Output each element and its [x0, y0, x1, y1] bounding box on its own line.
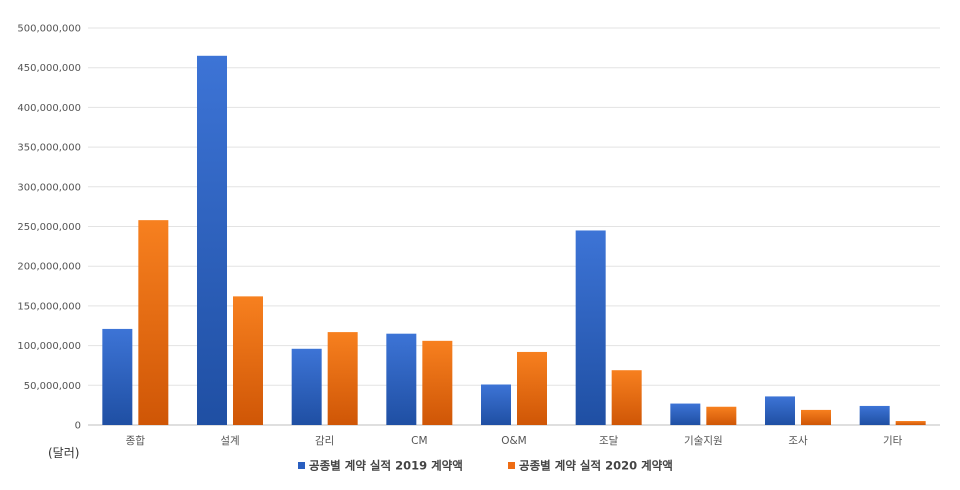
bar-2020-6	[706, 406, 737, 425]
y-axis-tick-labels: 0 50,000,000 100,000,000 150,000,000 200,000…	[17, 24, 81, 432]
legend-label-2020: 공종별 계약 실적 2020 계약액	[519, 459, 673, 473]
y-tick-label: 150,000,000	[17, 301, 81, 312]
x-category-label: 기타	[883, 435, 903, 447]
bar-2019-1	[197, 55, 227, 425]
x-category-label: 기술지원	[684, 435, 723, 447]
y-tick-label: 350,000,000	[17, 143, 81, 154]
x-category-label: 조사	[788, 435, 808, 447]
y-tick-label: 50,000,000	[24, 381, 81, 392]
bar-2020-0	[138, 220, 169, 425]
y-tick-label: 450,000,000	[17, 63, 81, 74]
y-axis-unit-label: (달러)	[48, 446, 79, 460]
bar-2020-4	[517, 351, 547, 425]
y-tick-label: 500,000,000	[17, 24, 81, 35]
x-category-label: CM	[411, 435, 427, 447]
bar-2020-1	[233, 296, 263, 425]
y-tick-label: 100,000,000	[17, 341, 81, 352]
x-category-label: 설계	[220, 435, 239, 447]
y-tick-label: 0	[75, 421, 81, 432]
x-axis-category-labels: 종합 설계 감리 CM O&M 조달 기술지원 조사 기타	[126, 435, 903, 447]
bar-2020-7	[801, 409, 831, 425]
x-category-label: 조달	[599, 435, 619, 447]
bar-2020-8	[895, 421, 926, 425]
x-category-label: O&M	[501, 435, 527, 447]
x-category-label: 종합	[126, 435, 146, 447]
y-tick-label: 200,000,000	[17, 262, 81, 273]
y-tick-label: 300,000,000	[17, 182, 81, 193]
legend-label-2019: 공종별 계약 실적 2019 계약액	[309, 459, 463, 473]
x-category-label: 감리	[315, 435, 334, 447]
bar-2019-3	[386, 333, 417, 425]
legend: 공종별 계약 실적 2019 계약액 공종별 계약 실적 2020 계약액	[298, 459, 673, 473]
bar-2019-6	[670, 403, 701, 425]
bar-2020-5	[611, 370, 642, 425]
bar-2019-0	[102, 328, 133, 425]
bar-2020-3	[422, 340, 453, 425]
bar-2019-2	[291, 348, 322, 425]
bar-2019-8	[859, 405, 890, 425]
bar-2019-7	[765, 396, 795, 425]
legend-swatch-2019	[298, 462, 305, 469]
bar-2020-2	[327, 332, 358, 425]
gridlines	[88, 27, 940, 426]
bar-2019-4	[481, 384, 511, 425]
bars	[102, 55, 926, 425]
y-tick-label: 400,000,000	[17, 103, 81, 114]
bar-2019-5	[575, 230, 606, 425]
y-tick-label: 250,000,000	[17, 222, 81, 233]
legend-swatch-2020	[508, 462, 515, 469]
